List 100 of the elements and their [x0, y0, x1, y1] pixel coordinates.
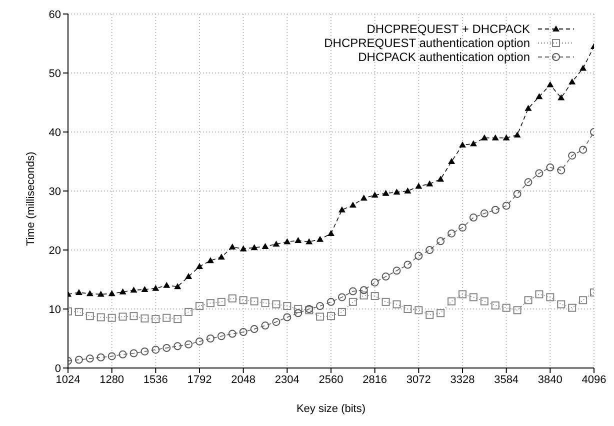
legend-label: DHCPREQUEST + DHCPACK [366, 22, 530, 36]
point [568, 78, 576, 84]
point [196, 302, 204, 310]
point [557, 166, 566, 174]
point [239, 296, 248, 304]
point [514, 131, 521, 138]
point [524, 296, 532, 304]
point [240, 245, 247, 252]
x-tick-label: 3840 [538, 374, 562, 386]
point [392, 300, 401, 308]
point [152, 346, 160, 354]
point [152, 315, 160, 324]
point [491, 301, 500, 310]
point [535, 290, 544, 298]
x-tick-label: 2816 [362, 374, 388, 386]
legend-label: DHCPREQUEST authentication option [324, 36, 530, 50]
point [371, 192, 378, 198]
point [316, 302, 324, 310]
point [196, 263, 203, 270]
point [262, 242, 269, 249]
point [108, 352, 116, 360]
point [546, 293, 554, 302]
point [86, 290, 94, 296]
y-tick-label: 50 [48, 68, 61, 80]
point [393, 188, 400, 195]
x-tick-label: 3584 [494, 374, 519, 386]
point [448, 158, 456, 164]
point [119, 288, 126, 294]
legend-label: DHCPACK authentication option [358, 50, 530, 64]
point [480, 297, 488, 306]
point [250, 325, 258, 334]
point [196, 337, 204, 346]
point [470, 140, 477, 146]
point [568, 152, 576, 160]
point [217, 298, 226, 306]
x-tick-label: 3328 [450, 374, 475, 386]
point [294, 305, 302, 313]
point [250, 244, 258, 250]
point [140, 314, 149, 322]
point [74, 308, 83, 316]
point [118, 312, 127, 321]
point [130, 286, 138, 293]
point [436, 237, 445, 246]
point [130, 312, 138, 320]
point [96, 313, 105, 322]
point [558, 94, 565, 100]
point [513, 306, 522, 314]
point [206, 299, 214, 308]
point [162, 314, 171, 322]
x-tick-label: 1280 [100, 374, 124, 386]
point [261, 322, 270, 330]
point [348, 298, 357, 306]
point [140, 347, 149, 356]
point [74, 356, 83, 364]
point [174, 283, 182, 290]
point [163, 282, 170, 288]
point [414, 306, 423, 314]
point [152, 284, 160, 291]
point [502, 202, 510, 210]
point [306, 238, 313, 244]
point [228, 330, 236, 338]
point [96, 353, 105, 362]
point [349, 202, 356, 208]
x-tick-label: 1792 [187, 374, 212, 386]
point [579, 146, 588, 154]
point [185, 273, 192, 280]
y-tick-label: 10 [48, 304, 61, 316]
point [272, 318, 280, 326]
point [469, 293, 478, 302]
point [338, 206, 346, 212]
point [250, 297, 258, 306]
point [392, 266, 401, 275]
point [338, 308, 346, 316]
point [218, 254, 225, 260]
point [206, 257, 214, 264]
point [327, 298, 335, 306]
point [118, 350, 127, 358]
point [370, 278, 379, 286]
x-tick-label: 1536 [143, 374, 168, 386]
point [130, 349, 138, 358]
point [284, 238, 291, 244]
point [426, 246, 434, 254]
point [108, 314, 116, 322]
point [524, 104, 532, 111]
point [480, 134, 488, 140]
point [382, 298, 390, 306]
point [458, 290, 466, 298]
point [414, 252, 423, 260]
point [382, 272, 390, 281]
point [360, 194, 368, 201]
point [480, 209, 488, 218]
point [294, 237, 302, 244]
point [206, 334, 214, 342]
point [370, 292, 379, 300]
point [174, 315, 182, 324]
point [580, 64, 587, 71]
point [415, 182, 422, 189]
point [546, 81, 554, 88]
point [328, 230, 334, 236]
point [513, 190, 522, 198]
